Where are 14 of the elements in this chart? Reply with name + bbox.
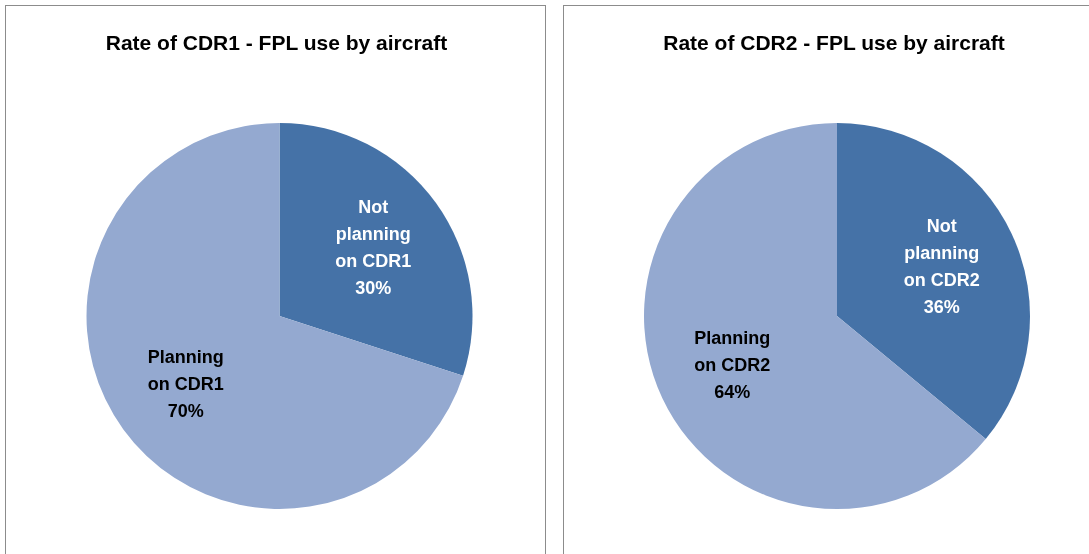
data-label: 30% — [355, 278, 392, 299]
pie-slice — [86, 123, 464, 509]
pie-slice — [837, 123, 1030, 440]
data-label: 64% — [714, 382, 751, 403]
chart-title: Rate of CDR2 - FPL use by aircraft — [662, 31, 1006, 55]
slice-label: Not planning on CDR2 — [903, 216, 980, 291]
slice-label: Planning on CDR1 — [147, 347, 224, 395]
data-label: 70% — [167, 401, 204, 422]
chart-title: Rate of CDR1 - FPL use by aircraft — [104, 31, 449, 55]
slice-label: Planning on CDR2 — [694, 328, 771, 376]
pie-slice — [279, 123, 473, 376]
data-label: 36% — [923, 297, 960, 318]
slice-label: Not planning on CDR1 — [335, 197, 412, 272]
pie-slice — [644, 123, 986, 509]
